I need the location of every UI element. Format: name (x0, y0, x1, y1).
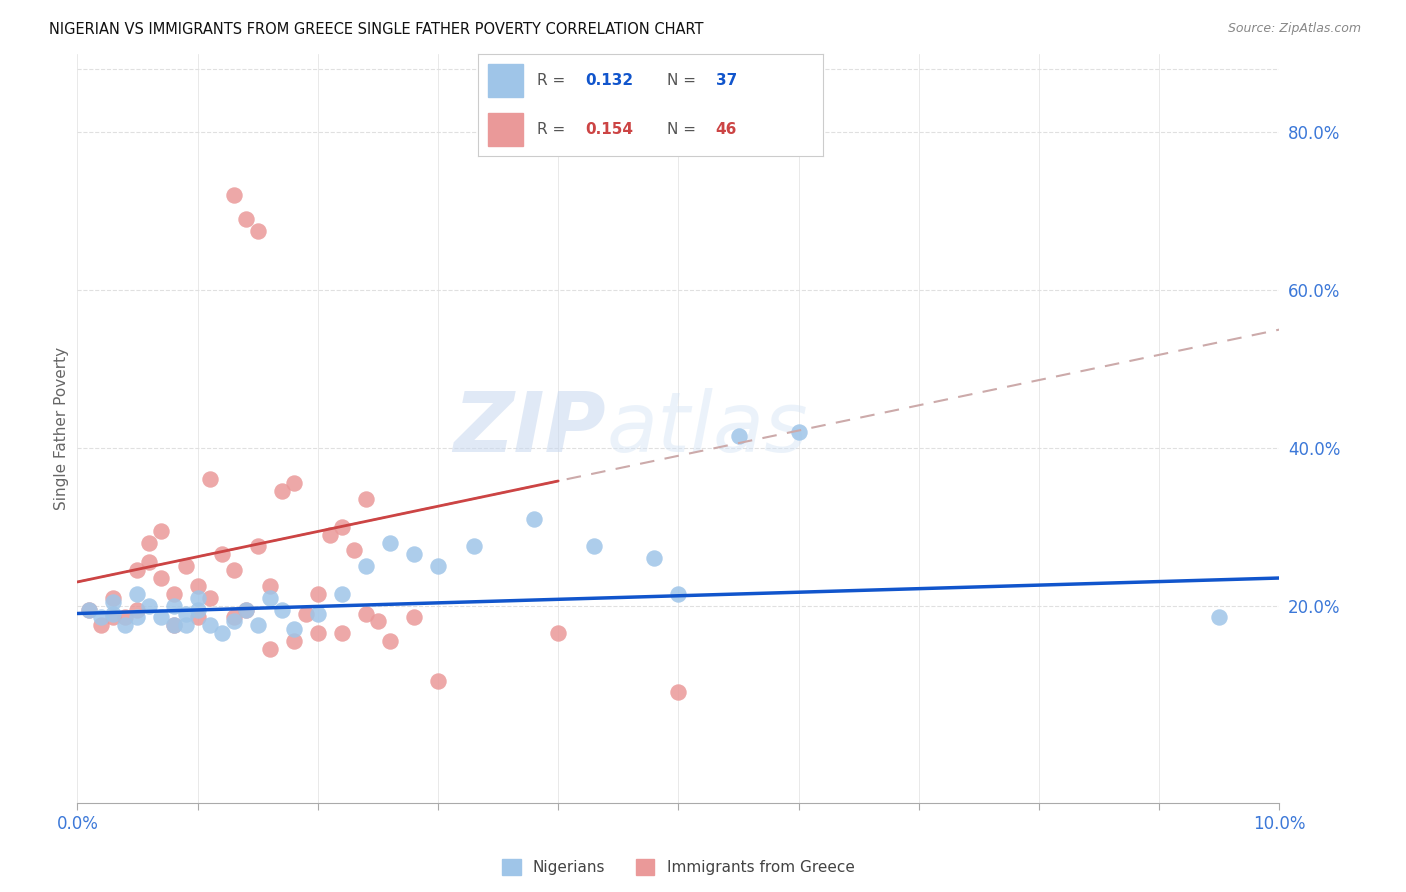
Point (174, 607, 197, 621)
Point (283, 634, 305, 648)
Point (787, 425, 810, 439)
Point (319, 527, 342, 541)
Point (307, 587, 329, 601)
Text: R =: R = (537, 122, 569, 137)
Point (174, 559, 197, 574)
Point (114, 610, 136, 624)
Point (727, 429, 749, 443)
Point (354, 607, 377, 621)
Point (138, 555, 160, 569)
Point (127, 587, 149, 601)
Point (235, 212, 257, 227)
Text: 0.154: 0.154 (585, 122, 633, 137)
Point (187, 610, 209, 624)
Legend: Nigerians, Immigrants from Greece: Nigerians, Immigrants from Greece (496, 853, 860, 881)
Point (307, 626, 329, 640)
Text: 0.132: 0.132 (585, 72, 633, 87)
Point (127, 602, 149, 616)
Point (259, 579, 281, 593)
Point (198, 591, 221, 605)
Point (378, 634, 401, 648)
Point (547, 626, 569, 640)
Point (187, 579, 209, 593)
Point (187, 602, 209, 616)
Point (246, 618, 269, 632)
Point (402, 610, 425, 624)
Point (79, 602, 101, 616)
Text: Source: ZipAtlas.com: Source: ZipAtlas.com (1227, 22, 1361, 36)
Point (1208, 610, 1230, 624)
Point (330, 520, 353, 534)
Point (246, 224, 269, 238)
Text: atlas: atlas (606, 388, 808, 468)
Point (270, 484, 292, 499)
Point (103, 610, 125, 624)
Point (283, 476, 305, 491)
Text: N =: N = (668, 122, 702, 137)
Point (283, 622, 305, 636)
Point (90, 610, 112, 624)
Point (343, 543, 366, 558)
Point (246, 540, 269, 554)
FancyBboxPatch shape (488, 113, 523, 145)
Text: R =: R = (537, 72, 569, 87)
Point (235, 602, 257, 616)
Point (402, 547, 425, 561)
Point (162, 618, 184, 632)
Point (259, 591, 281, 605)
FancyBboxPatch shape (488, 64, 523, 96)
Point (187, 591, 209, 605)
Point (668, 587, 690, 601)
Point (79, 602, 101, 616)
Text: N =: N = (668, 72, 702, 87)
Y-axis label: Single Father Poverty: Single Father Poverty (53, 347, 69, 509)
Point (354, 559, 377, 574)
Point (463, 540, 485, 554)
Point (103, 595, 125, 609)
Point (367, 615, 389, 629)
Point (235, 602, 257, 616)
Point (222, 615, 245, 629)
Point (643, 551, 665, 566)
Text: 46: 46 (716, 122, 737, 137)
Point (211, 547, 233, 561)
Point (114, 618, 136, 632)
Point (270, 602, 292, 616)
Point (162, 587, 184, 601)
Point (138, 599, 160, 613)
Point (330, 626, 353, 640)
Point (150, 610, 173, 624)
Point (294, 607, 316, 621)
Text: ZIP: ZIP (454, 388, 606, 468)
Point (523, 512, 546, 526)
Point (162, 618, 184, 632)
Point (427, 559, 450, 574)
Point (103, 591, 125, 605)
Point (427, 673, 450, 688)
Point (307, 607, 329, 621)
Point (150, 571, 173, 585)
Point (198, 472, 221, 486)
Point (162, 599, 184, 613)
Point (583, 540, 606, 554)
Point (330, 587, 353, 601)
Point (222, 188, 245, 202)
Point (90, 618, 112, 632)
Text: NIGERIAN VS IMMIGRANTS FROM GREECE SINGLE FATHER POVERTY CORRELATION CHART: NIGERIAN VS IMMIGRANTS FROM GREECE SINGL… (49, 22, 704, 37)
Point (259, 642, 281, 657)
Point (127, 563, 149, 577)
Point (127, 610, 149, 624)
Point (150, 524, 173, 538)
Point (174, 618, 197, 632)
Text: 37: 37 (716, 72, 737, 87)
Point (198, 618, 221, 632)
Point (378, 535, 401, 549)
Point (103, 607, 125, 621)
Point (138, 535, 160, 549)
Point (222, 563, 245, 577)
Point (222, 610, 245, 624)
Point (354, 492, 377, 507)
Point (668, 685, 690, 699)
Point (211, 626, 233, 640)
